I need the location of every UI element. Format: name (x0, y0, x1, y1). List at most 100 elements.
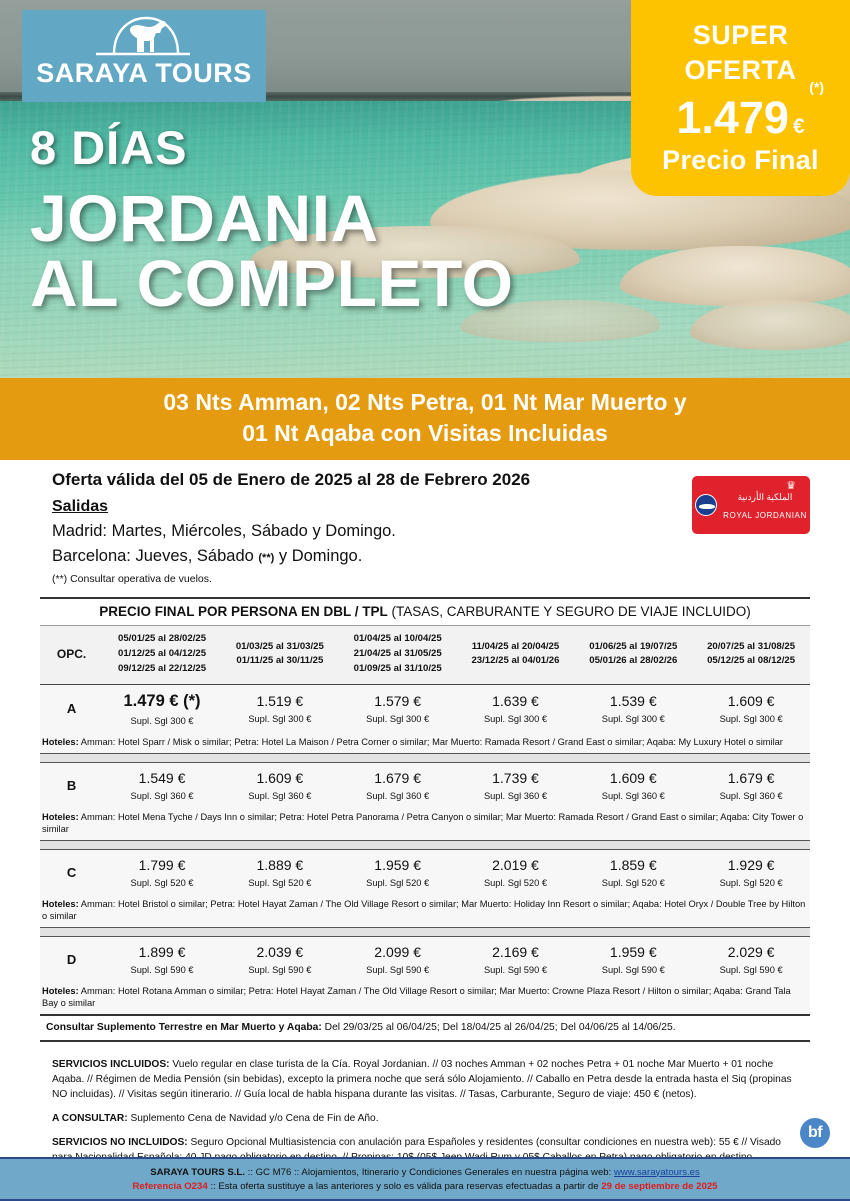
header-opc: OPC. (40, 626, 104, 685)
price-cell: 1.799 € Supl. Sgl 520 € (103, 849, 221, 895)
single-supplement: Supl. Sgl 300 € (483, 714, 547, 725)
price-value: 1.579 € (374, 693, 422, 710)
header-dates-5: 01/06/25 al 19/07/25 05/01/26 al 28/02/2… (574, 626, 693, 685)
price-cell: 1.609 € Supl. Sgl 360 € (574, 762, 693, 808)
departures-madrid: Madrid: Martes, Miércoles, Sábado y Domi… (52, 522, 396, 541)
bf-logo-icon: bf (800, 1118, 830, 1148)
to-consult: A CONSULTAR: Suplemento Cena de Navidad … (52, 1112, 798, 1127)
price-cell: 1.899 € Supl. Sgl 590 € (103, 936, 221, 983)
price-value: 2.099 € (374, 944, 422, 961)
services-included: SERVICIOS INCLUIDOS: Vuelo regular en cl… (52, 1058, 798, 1103)
single-supplement: Supl. Sgl 360 € (483, 790, 547, 801)
price-cell: 1.609 € Supl. Sgl 360 € (220, 762, 339, 808)
price-value: 1.539 € (609, 693, 657, 710)
row-option-letter: C (40, 849, 104, 895)
horizon-line (0, 92, 850, 101)
salt-formation (250, 226, 580, 278)
row-option-letter: A (40, 684, 104, 733)
single-supplement: Supl. Sgl 590 € (719, 965, 783, 976)
row-option-letter: B (40, 762, 104, 808)
single-supplement: Supl. Sgl 360 € (366, 790, 430, 801)
services-excluded-label: SERVICIOS NO INCLUIDOS: (52, 1136, 188, 1148)
price-cell: 1.679 € Supl. Sgl 360 € (692, 762, 810, 808)
table-row: C 1.799 € Supl. Sgl 520 € 1.889 € Supl. Sg… (40, 849, 810, 895)
price-value: 2.029 € (727, 944, 775, 961)
price-value: 1.609 € (609, 769, 657, 786)
badge-line-2: OFERTA (684, 54, 797, 85)
salt-formation (620, 246, 850, 306)
price-cell: 1.739 € Supl. Sgl 360 € (456, 762, 575, 808)
airline-name: ROYAL JORDANIAN (723, 511, 807, 521)
footer-line-2-text: :: Esta oferta sustituye a las anteriore… (207, 1180, 602, 1192)
price-value: 1.609 € (727, 693, 775, 710)
price-cell: 1.549 € Supl. Sgl 360 € (103, 762, 221, 808)
airline-name-arabic: الملكية الأردنية (737, 491, 793, 502)
to-consult-text: Suplemento Cena de Navidad y/o Cena de F… (127, 1112, 379, 1124)
price-value: 1.739 € (492, 769, 539, 786)
price-table: OPC. 05/01/25 al 28/02/25 01/12/25 al 04… (40, 626, 810, 1043)
price-cell: 1.639 € Supl. Sgl 300 € (456, 684, 575, 733)
salt-formation (690, 300, 850, 350)
price-cell: 2.019 € Supl. Sgl 520 € (456, 849, 575, 895)
table-row: A 1.479 € (*) Supl. Sgl 300 € 1.519 € Supl… (40, 684, 810, 733)
single-supplement: Supl. Sgl 520 € (601, 877, 665, 888)
brand-logo[interactable]: SARAYA TOURS (22, 10, 266, 102)
price-table-title-rest: (TASAS, CARBURANTE Y SEGURO DE VIAJE INC… (387, 604, 751, 620)
hero-banner: SARAYA TOURS 8 DÍAS JORDANIA AL COMPLETO… (0, 0, 850, 378)
hotels-row: Hoteles: Amman: Hotel Bristol o similar;… (40, 894, 810, 929)
single-supplement: Supl. Sgl 520 € (248, 877, 312, 888)
title-line-1: JORDANIA (30, 181, 379, 255)
hotels-label: Hoteles: (42, 986, 79, 997)
single-supplement: Supl. Sgl 300 € (366, 714, 430, 725)
hotels-text: Amman: Hotel Rotana Amman o similar; Pet… (42, 986, 791, 1009)
price-table-title: PRECIO FINAL POR PERSONA EN DBL / TPL (T… (40, 597, 810, 627)
price-value: 1.679 € (374, 769, 422, 786)
single-supplement: Supl. Sgl 300 € (248, 714, 312, 725)
hotels-label: Hoteles: (42, 736, 79, 747)
badge-price-row: 1.479 € (*) (631, 79, 850, 140)
land-supplement-label: Consultar Suplemento Terrestre en Mar Mu… (46, 1022, 322, 1034)
header-dates-6: 20/07/25 al 31/08/25 05/12/25 al 08/12/2… (692, 626, 810, 685)
row-separator (40, 927, 810, 938)
barcelona-text: Barcelona: Jueves, Sábado (52, 547, 259, 566)
price-cell: 1.859 € Supl. Sgl 520 € (574, 849, 693, 895)
price-value: 2.039 € (256, 944, 304, 961)
land-supplement-row: Consultar Suplemento Terrestre en Mar Mu… (40, 1014, 810, 1043)
price-value: 1.639 € (492, 693, 539, 710)
badge-line-1: SUPER (692, 20, 789, 50)
price-cell: 1.519 € Supl. Sgl 300 € (220, 684, 339, 733)
single-supplement: Supl. Sgl 590 € (248, 965, 312, 976)
single-supplement: Supl. Sgl 520 € (130, 877, 194, 888)
footer-company-name: SARAYA TOURS S.L. (150, 1166, 245, 1178)
itinerary-line-1: 03 Nts Amman, 02 Nts Petra, 01 Nt Mar Mu… (163, 389, 687, 415)
table-row: D 1.899 € Supl. Sgl 590 € 2.039 € Supl. Sg… (40, 936, 810, 983)
hotels-text: Amman: Hotel Sparr / Misk o similar; Pet… (78, 736, 783, 747)
price-value: 1.929 € (727, 856, 775, 873)
price-cell: 2.169 € Supl. Sgl 590 € (456, 936, 575, 983)
hotels-text: Amman: Hotel Bristol o similar; Petra: H… (42, 898, 806, 921)
validity-text: Oferta válida del 05 de Enero de 2025 al… (52, 470, 531, 490)
price-value: 1.479 € (*) (123, 691, 201, 710)
single-supplement: Supl. Sgl 300 € (719, 714, 783, 725)
single-supplement: Supl. Sgl 520 € (366, 877, 430, 888)
price-cell: 1.609 € Supl. Sgl 300 € (692, 684, 810, 733)
footer-website-link[interactable]: www.sarayatours.es (613, 1166, 700, 1178)
barcelona-text-end: y Domingo. (274, 547, 363, 566)
footer-line-1-text: :: GC M76 :: Alojamientos, Itinerario y … (244, 1166, 614, 1178)
price-cell: 1.959 € Supl. Sgl 520 € (338, 849, 457, 895)
table-row: B 1.549 € Supl. Sgl 360 € 1.609 € Supl. Sg… (40, 762, 810, 808)
hotels-row: Hoteles: Amman: Hotel Sparr / Misk o sim… (40, 732, 810, 754)
departures-barcelona: Barcelona: Jueves, Sábado (**) y Domingo… (52, 547, 850, 566)
hotels-label: Hoteles: (42, 898, 79, 909)
single-supplement: Supl. Sgl 360 € (719, 790, 783, 801)
price-cell: 2.029 € Supl. Sgl 590 € (692, 936, 810, 983)
single-supplement: Supl. Sgl 590 € (601, 965, 665, 976)
footer-line-2: Referencia O234 :: Esta oferta sustituye… (132, 1181, 717, 1192)
badge-asterisk: (*) (809, 79, 824, 96)
badge-final-price-label: Precio Final (662, 145, 819, 176)
single-supplement: Supl. Sgl 590 € (130, 965, 194, 976)
table-header-row: OPC. 05/01/25 al 28/02/25 01/12/25 al 04… (40, 626, 810, 685)
price-value: 1.799 € (138, 856, 186, 873)
single-supplement: Supl. Sgl 360 € (248, 790, 312, 801)
price-value: 1.549 € (138, 769, 186, 786)
